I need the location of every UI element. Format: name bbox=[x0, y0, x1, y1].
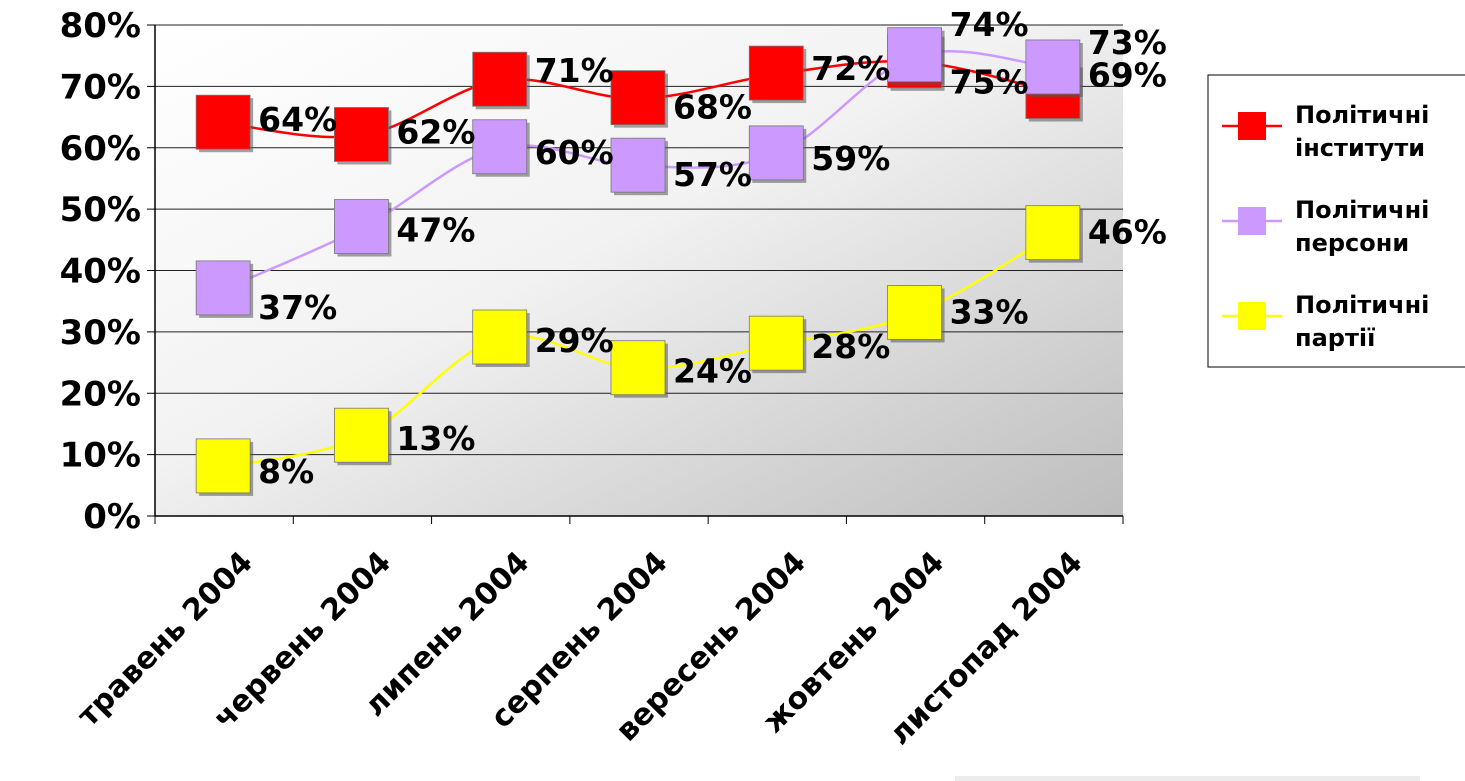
y-tick-label: 80% bbox=[60, 6, 141, 46]
data-label: 24% bbox=[673, 352, 752, 391]
legend-label: Політичні bbox=[1295, 196, 1429, 224]
data-marker bbox=[472, 51, 528, 107]
data-label: 60% bbox=[535, 133, 614, 172]
data-marker bbox=[748, 45, 804, 101]
legend-label: партії bbox=[1295, 324, 1375, 352]
data-label: 28% bbox=[811, 327, 890, 366]
data-marker bbox=[887, 285, 942, 340]
data-marker bbox=[334, 107, 389, 162]
data-label: 46% bbox=[1088, 213, 1167, 252]
y-tick-label: 30% bbox=[60, 313, 141, 353]
data-label: 74% bbox=[950, 5, 1029, 44]
data-marker bbox=[195, 94, 251, 150]
legend: Політичні інститути Політичні персони Політи… bbox=[1207, 74, 1465, 368]
data-marker bbox=[472, 309, 528, 365]
data-label: 72% bbox=[811, 49, 890, 88]
data-labels: 64% 62% 71% 68% 72% 74% 69% 37% 47% 60% 57% 59% 75% 7… bbox=[258, 5, 1167, 491]
data-marker bbox=[887, 27, 942, 83]
data-label: 64% bbox=[258, 100, 337, 139]
data-marker bbox=[748, 315, 804, 371]
series bbox=[195, 27, 1083, 496]
data-marker bbox=[610, 137, 666, 193]
data-label: 13% bbox=[396, 419, 475, 458]
data-label: 57% bbox=[673, 155, 752, 194]
y-tick-label: 0% bbox=[83, 497, 141, 537]
data-label: 59% bbox=[811, 139, 890, 178]
data-marker bbox=[1025, 205, 1081, 261]
y-tick-label: 40% bbox=[60, 252, 141, 292]
legend-marker bbox=[1238, 207, 1266, 235]
legend-label: персони bbox=[1295, 229, 1409, 257]
footer-placeholder bbox=[955, 776, 1420, 781]
data-label: 69% bbox=[1088, 56, 1167, 95]
data-label: 33% bbox=[950, 292, 1029, 331]
data-label: 37% bbox=[258, 288, 337, 327]
data-marker bbox=[195, 260, 251, 316]
data-marker bbox=[1025, 39, 1081, 95]
data-marker bbox=[748, 125, 804, 181]
data-label: 73% bbox=[1088, 23, 1167, 62]
legend-label: Політичні bbox=[1295, 291, 1429, 319]
data-marker bbox=[334, 407, 389, 463]
data-label: 62% bbox=[396, 112, 475, 151]
data-label: 8% bbox=[258, 452, 314, 491]
data-label: 71% bbox=[535, 51, 614, 90]
y-tick-label: 20% bbox=[60, 374, 141, 414]
data-label: 29% bbox=[535, 321, 614, 360]
data-label: 68% bbox=[673, 88, 752, 127]
legend-label: Політичні bbox=[1295, 101, 1429, 129]
legend-label: інститути bbox=[1295, 134, 1425, 162]
data-label: 75% bbox=[950, 63, 1029, 102]
y-tick-label: 60% bbox=[60, 129, 141, 169]
data-marker bbox=[610, 70, 666, 126]
data-marker bbox=[195, 438, 251, 494]
legend-marker bbox=[1238, 302, 1266, 330]
data-label: 47% bbox=[396, 211, 475, 250]
y-tick-label: 70% bbox=[60, 67, 141, 107]
data-marker bbox=[472, 119, 528, 175]
data-marker bbox=[334, 199, 389, 254]
y-tick-label: 10% bbox=[60, 436, 141, 476]
legend-marker bbox=[1238, 112, 1266, 140]
data-marker bbox=[610, 340, 666, 396]
y-tick-label: 50% bbox=[60, 190, 141, 230]
